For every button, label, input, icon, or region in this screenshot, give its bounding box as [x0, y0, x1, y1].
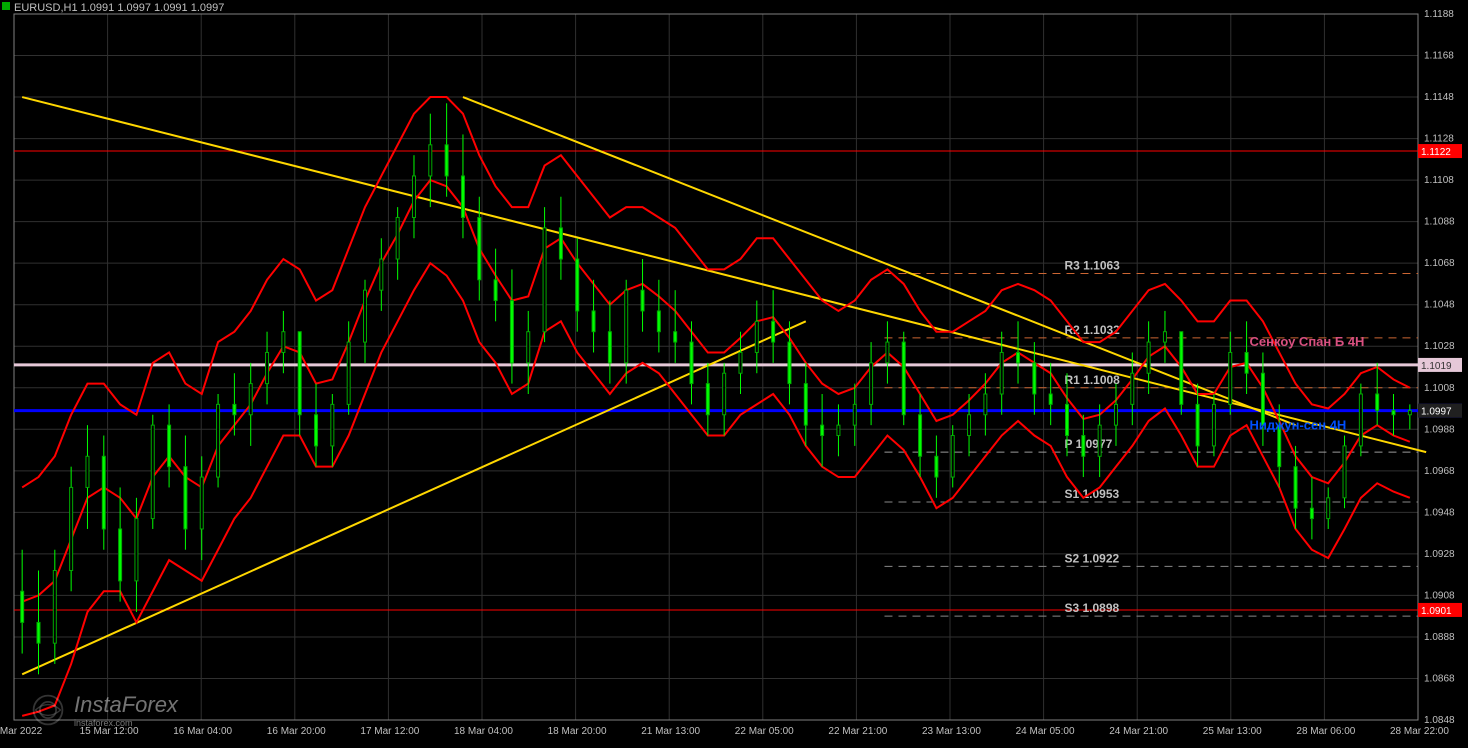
- h-line-label: 1.1019: [1421, 361, 1452, 372]
- x-tick-label: 16 Mar 04:00: [173, 726, 232, 737]
- y-tick-label: 1.1108: [1424, 175, 1454, 186]
- y-tick-label: 1.1028: [1424, 341, 1455, 352]
- h-line-label: 1.0901: [1421, 606, 1452, 617]
- h-line-label: 1.1122: [1421, 147, 1451, 158]
- y-tick-label: 1.0868: [1424, 673, 1455, 684]
- y-tick-label: 1.1088: [1424, 217, 1455, 228]
- x-tick-label: 24 Mar 21:00: [1109, 726, 1168, 737]
- y-tick-label: 1.0948: [1424, 507, 1455, 518]
- x-tick-label: 22 Mar 05:00: [735, 726, 794, 737]
- y-tick-label: 1.1188: [1424, 9, 1454, 20]
- chart-title: EURUSD,H1 1.0991 1.0997 1.0991 1.0997: [14, 2, 224, 14]
- x-tick-label: 18 Mar 20:00: [548, 726, 607, 737]
- x-tick-label: 24 Mar 05:00: [1016, 726, 1075, 737]
- watermark-brand: InstaForex: [74, 692, 178, 717]
- x-tick-label: 18 Mar 04:00: [454, 726, 513, 737]
- y-tick-label: 1.1048: [1424, 300, 1455, 311]
- y-tick-label: 1.0888: [1424, 632, 1455, 643]
- y-tick-label: 1.1008: [1424, 383, 1455, 394]
- x-tick-label: 17 Mar 12:00: [360, 726, 419, 737]
- y-tick-label: 1.0848: [1424, 715, 1455, 726]
- pivot-label: R3 1.1063: [1064, 259, 1120, 273]
- y-tick-label: 1.1068: [1424, 258, 1455, 269]
- y-tick-label: 1.1128: [1424, 134, 1454, 145]
- x-tick-label: 25 Mar 13:00: [1203, 726, 1262, 737]
- x-tick-label: 28 Mar 22:00: [1390, 726, 1449, 737]
- pivot-label: S3 1.0898: [1064, 601, 1119, 615]
- y-tick-label: 1.0908: [1424, 590, 1455, 601]
- y-tick-label: 1.1148: [1424, 92, 1454, 103]
- pivot-label: S1 1.0953: [1064, 487, 1119, 501]
- y-tick-label: 1.0968: [1424, 466, 1455, 477]
- pivot-label: S2 1.0922: [1064, 551, 1119, 565]
- pivot-label: P 1.0977: [1064, 437, 1112, 451]
- chart-annotation: Ниджун-сен 4Н: [1250, 417, 1347, 432]
- x-tick-label: 16 Mar 20:00: [267, 726, 326, 737]
- x-tick-label: 22 Mar 21:00: [828, 726, 887, 737]
- watermark-tag: instaforex.com: [74, 718, 178, 728]
- chart-annotation: Сенкоу Спан Б 4Н: [1250, 334, 1365, 349]
- x-tick-label: 23 Mar 13:00: [922, 726, 981, 737]
- x-tick-label: 28 Mar 06:00: [1296, 726, 1355, 737]
- y-tick-label: 1.0928: [1424, 549, 1455, 560]
- y-tick-label: 1.0988: [1424, 424, 1455, 435]
- pivot-label: R1 1.1008: [1064, 373, 1120, 387]
- x-tick-label: 21 Mar 13:00: [641, 726, 700, 737]
- watermark: InstaForex instaforex.com: [30, 692, 178, 728]
- chart-svg[interactable]: 1.1188 1.1168 1.1148 1.1128 1.1108 1.1088 1.10…: [0, 0, 1468, 748]
- y-tick-label: 1.1168: [1424, 51, 1454, 62]
- watermark-logo-icon: [30, 692, 66, 728]
- chart-container: EURUSD,H1 1.0991 1.0997 1.0991 1.0997 1.…: [0, 0, 1468, 748]
- current-price-label: 1.0997: [1421, 407, 1452, 418]
